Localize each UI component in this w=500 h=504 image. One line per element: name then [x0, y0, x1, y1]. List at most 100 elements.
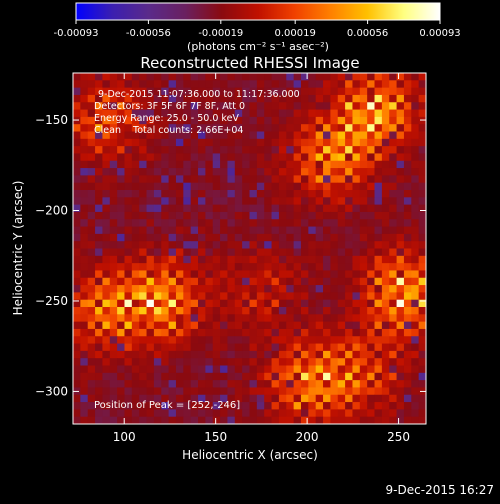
heatmap-cell [175, 402, 184, 410]
heatmap-cell [389, 365, 397, 374]
heatmap-cell [300, 270, 309, 279]
heatmap-cell [396, 285, 405, 293]
heatmap-cell [161, 175, 169, 184]
heatmap-cell [411, 350, 420, 359]
heatmap-cell [367, 372, 375, 381]
heatmap-cell [234, 153, 243, 162]
heatmap-cell [367, 248, 375, 257]
heatmap-cell [124, 102, 133, 110]
heatmap-cell [256, 394, 265, 403]
heatmap-cell [146, 387, 155, 396]
heatmap-cell [256, 358, 265, 366]
heatmap-cell [131, 109, 140, 118]
heatmap-cell [352, 190, 361, 198]
heatmap-cell [381, 307, 390, 315]
heatmap-cell [168, 233, 177, 242]
heatmap-cell [300, 219, 309, 227]
heatmap-cell [278, 387, 287, 396]
heatmap-cell [345, 328, 353, 337]
heatmap-cell [80, 336, 89, 344]
heatmap-cell [175, 211, 184, 220]
heatmap-cell [278, 402, 287, 410]
heatmap-cell [161, 131, 169, 140]
heatmap-cell [109, 321, 118, 330]
heatmap-cell [198, 241, 206, 249]
heatmap-cell [109, 255, 118, 264]
heatmap-cell [411, 204, 420, 213]
heatmap-cell [183, 233, 192, 242]
heatmap-cell [124, 182, 133, 191]
heatmap-cell [315, 94, 324, 103]
heatmap-cell [293, 226, 302, 235]
heatmap-cell [315, 124, 324, 132]
heatmap-cell [198, 211, 206, 220]
heatmap-cell [359, 182, 368, 191]
heatmap-cells [73, 73, 426, 424]
heatmap-cell [271, 175, 280, 184]
heatmap-cell [278, 175, 287, 184]
colorbar-tick-label: 0.00093 [419, 28, 460, 39]
heatmap-cell [198, 190, 206, 198]
heatmap-cell [242, 350, 250, 359]
heatmap-cell [389, 285, 397, 293]
heatmap-cell [220, 328, 228, 337]
heatmap-cell [205, 211, 214, 220]
heatmap-cell [330, 160, 339, 169]
heatmap-cell [323, 219, 331, 227]
heatmap-cell [293, 175, 302, 184]
heatmap-cell [323, 138, 331, 147]
heatmap-cell [278, 168, 287, 176]
x-tick-label: 200 [296, 430, 319, 444]
heatmap-cell [389, 409, 397, 418]
heatmap-cell [308, 409, 317, 418]
heatmap-cell [278, 343, 287, 352]
heatmap-cell [286, 416, 295, 424]
heatmap-cell [411, 116, 420, 125]
heatmap-cell [212, 292, 221, 301]
heatmap-cell [389, 255, 397, 264]
heatmap-cell [102, 365, 111, 374]
heatmap-cell [315, 314, 324, 323]
heatmap-cell [359, 248, 368, 257]
heatmap-cell [367, 336, 375, 344]
heatmap-cell [87, 219, 96, 227]
heatmap-cell [131, 131, 140, 140]
heatmap-cell [124, 358, 133, 366]
heatmap-cell [175, 124, 184, 132]
heatmap-cell [234, 270, 243, 279]
heatmap-cell [95, 138, 103, 147]
heatmap-cell [264, 263, 272, 271]
heatmap-cell [234, 131, 243, 140]
heatmap-cell [95, 160, 103, 169]
heatmap-cell [396, 80, 405, 89]
heatmap-cell [80, 299, 89, 308]
heatmap-cell [411, 153, 420, 162]
heatmap-cell [286, 175, 295, 184]
heatmap-cell [264, 87, 272, 96]
heatmap-cell [418, 197, 426, 206]
heatmap-cell [190, 204, 199, 213]
heatmap-cell [161, 182, 169, 191]
heatmap-cell [403, 409, 412, 418]
heatmap-cell [117, 299, 125, 308]
heatmap-cell [168, 211, 177, 220]
heatmap-cell [80, 394, 89, 403]
heatmap-cell [352, 94, 361, 103]
heatmap-cell [190, 219, 199, 227]
heatmap-cell [87, 73, 96, 81]
heatmap-cell [87, 168, 96, 176]
heatmap-cell [293, 263, 302, 271]
heatmap-cell [205, 168, 214, 176]
heatmap-cell [381, 233, 390, 242]
heatmap-cell [80, 233, 89, 242]
heatmap-cell [117, 328, 125, 337]
heatmap-cell [102, 402, 111, 410]
heatmap-cell [256, 138, 265, 147]
heatmap-cell [220, 380, 228, 388]
heatmap-cell [330, 416, 339, 424]
heatmap-cell [330, 197, 339, 206]
heatmap-cell [73, 226, 81, 235]
heatmap-cell [352, 380, 361, 388]
heatmap-cell [183, 277, 192, 286]
heatmap-cell [418, 263, 426, 271]
